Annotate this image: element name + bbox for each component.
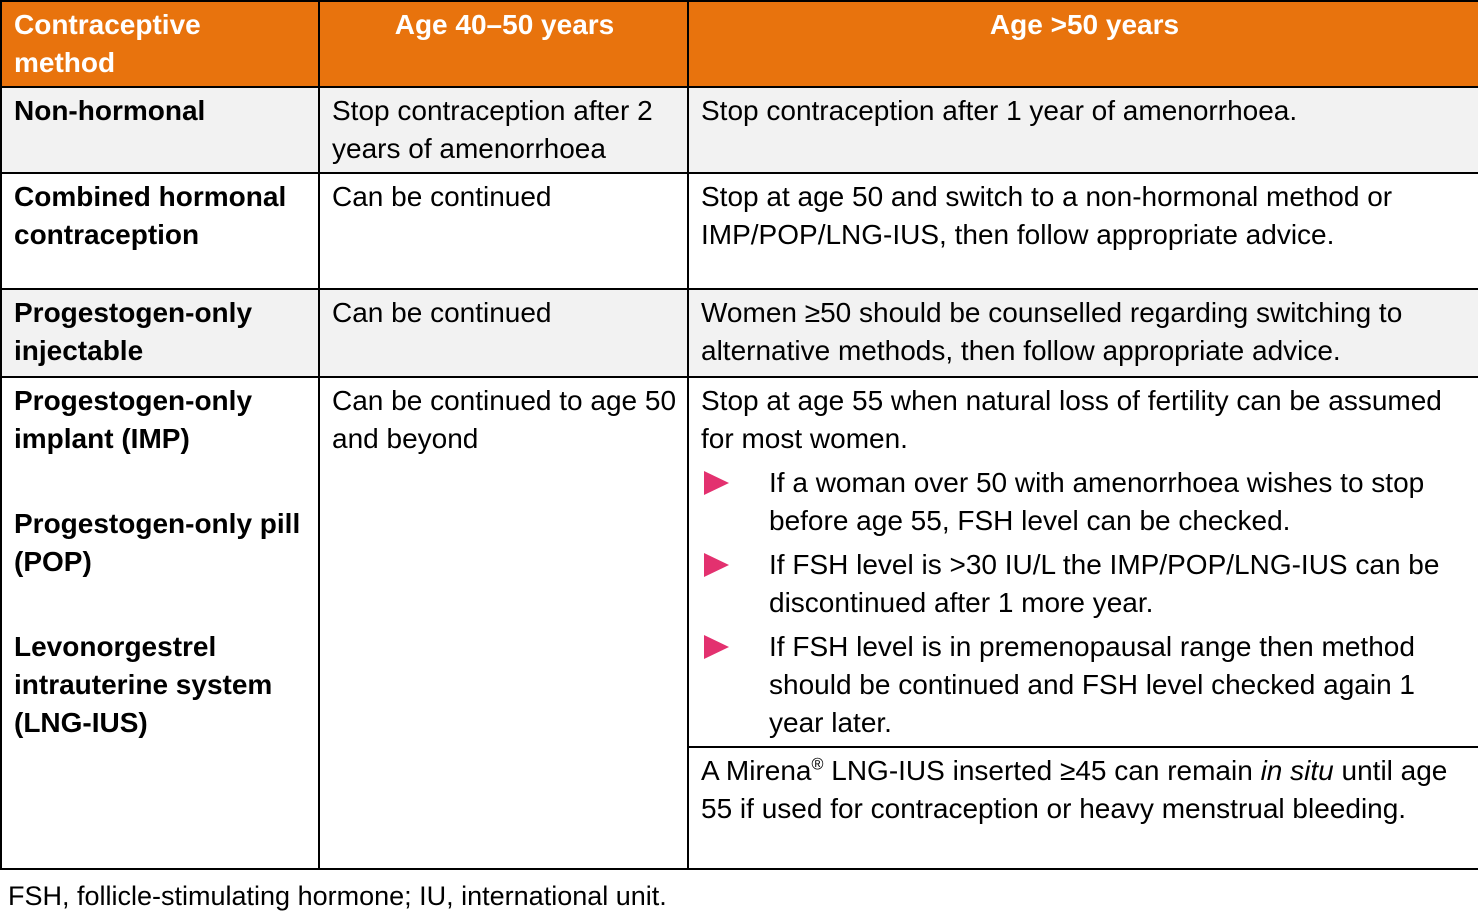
bullet-item: If FSH level is >30 IU/L the IMP/POP/LNG… — [701, 546, 1468, 622]
age-over-50-cell: Women ≥50 should be counselled regarding… — [687, 288, 1478, 378]
method-cell: Progestogen-only injectable — [0, 288, 320, 378]
bullet-arrow-icon — [704, 635, 729, 659]
header-cell-method: Contraceptive method — [0, 0, 320, 88]
bullet-item: If a woman over 50 with amenorrhoea wish… — [701, 464, 1468, 540]
age-40-50-cell: Can be continued to age 50 and beyond — [318, 376, 689, 870]
method-cell: Combined hormonal contraception — [0, 172, 320, 290]
age-over-50-cell: Stop contraception after 1 year of ameno… — [687, 86, 1478, 174]
table-row-mirena-note: A Mirena® LNG-IUS inserted ≥45 can remai… — [1, 746, 1478, 870]
intro-text: Stop at age 55 when natural loss of fert… — [701, 385, 1442, 454]
contraceptive-guidance-table: Contraceptive method Age 40–50 years Age… — [0, 0, 1478, 870]
age-over-50-cell-bullets: Stop at age 55 when natural loss of fert… — [687, 376, 1478, 748]
age-40-50-cell: Can be continued — [318, 172, 689, 290]
note-text: until age 55 if used for contraception o… — [701, 755, 1448, 824]
table-row-progestogen-group: Progestogen-only implant (IMP) Progestog… — [0, 376, 1478, 870]
bullet-text: If FSH level is in premenopausal range t… — [769, 631, 1415, 738]
header-cell-age-40-50: Age 40–50 years — [318, 0, 689, 88]
note-text: A Mirena — [701, 755, 812, 786]
header-cell-age-over-50: Age >50 years — [687, 0, 1478, 88]
table-row-progestogen-injectable: Progestogen-only injectable Can be conti… — [0, 288, 1478, 378]
method-item-pop: Progestogen-only pill (POP) — [14, 508, 301, 577]
table-row-non-hormonal: Non-hormonal Stop contraception after 2 … — [0, 86, 1478, 174]
bullet-text: If a woman over 50 with amenorrhoea wish… — [769, 467, 1425, 536]
table-row-combined-hormonal: Combined hormonal contraception Can be c… — [0, 172, 1478, 290]
note-text: LNG-IUS inserted ≥45 can remain — [823, 755, 1261, 786]
note-text-italic: in situ — [1260, 755, 1334, 786]
method-item-implant: Progestogen-only implant (IMP) — [14, 385, 253, 454]
age-over-50-cell: Stop at age 50 and switch to a non-hormo… — [687, 172, 1478, 290]
method-item-lng-ius: Levonorgestrel intrauterine system (LNG-… — [14, 631, 273, 738]
header-row: Contraceptive method Age 40–50 years Age… — [0, 0, 1478, 88]
age-40-50-cell: Can be continued — [318, 288, 689, 378]
method-cell: Non-hormonal — [0, 86, 320, 174]
method-cell: Progestogen-only implant (IMP) Progestog… — [0, 376, 320, 870]
bullet-arrow-icon — [704, 471, 729, 495]
bullet-item: If FSH level is in premenopausal range t… — [701, 628, 1468, 742]
table-footnote: FSH, follicle-stimulating hormone; IU, i… — [8, 881, 667, 911]
bullet-arrow-icon — [704, 553, 729, 577]
bullet-text: If FSH level is >30 IU/L the IMP/POP/LNG… — [769, 549, 1440, 618]
registered-trademark-symbol: ® — [811, 755, 824, 774]
age-over-50-cell-note: A Mirena® LNG-IUS inserted ≥45 can remai… — [687, 746, 1478, 870]
age-40-50-cell: Stop contraception after 2 years of amen… — [318, 86, 689, 174]
